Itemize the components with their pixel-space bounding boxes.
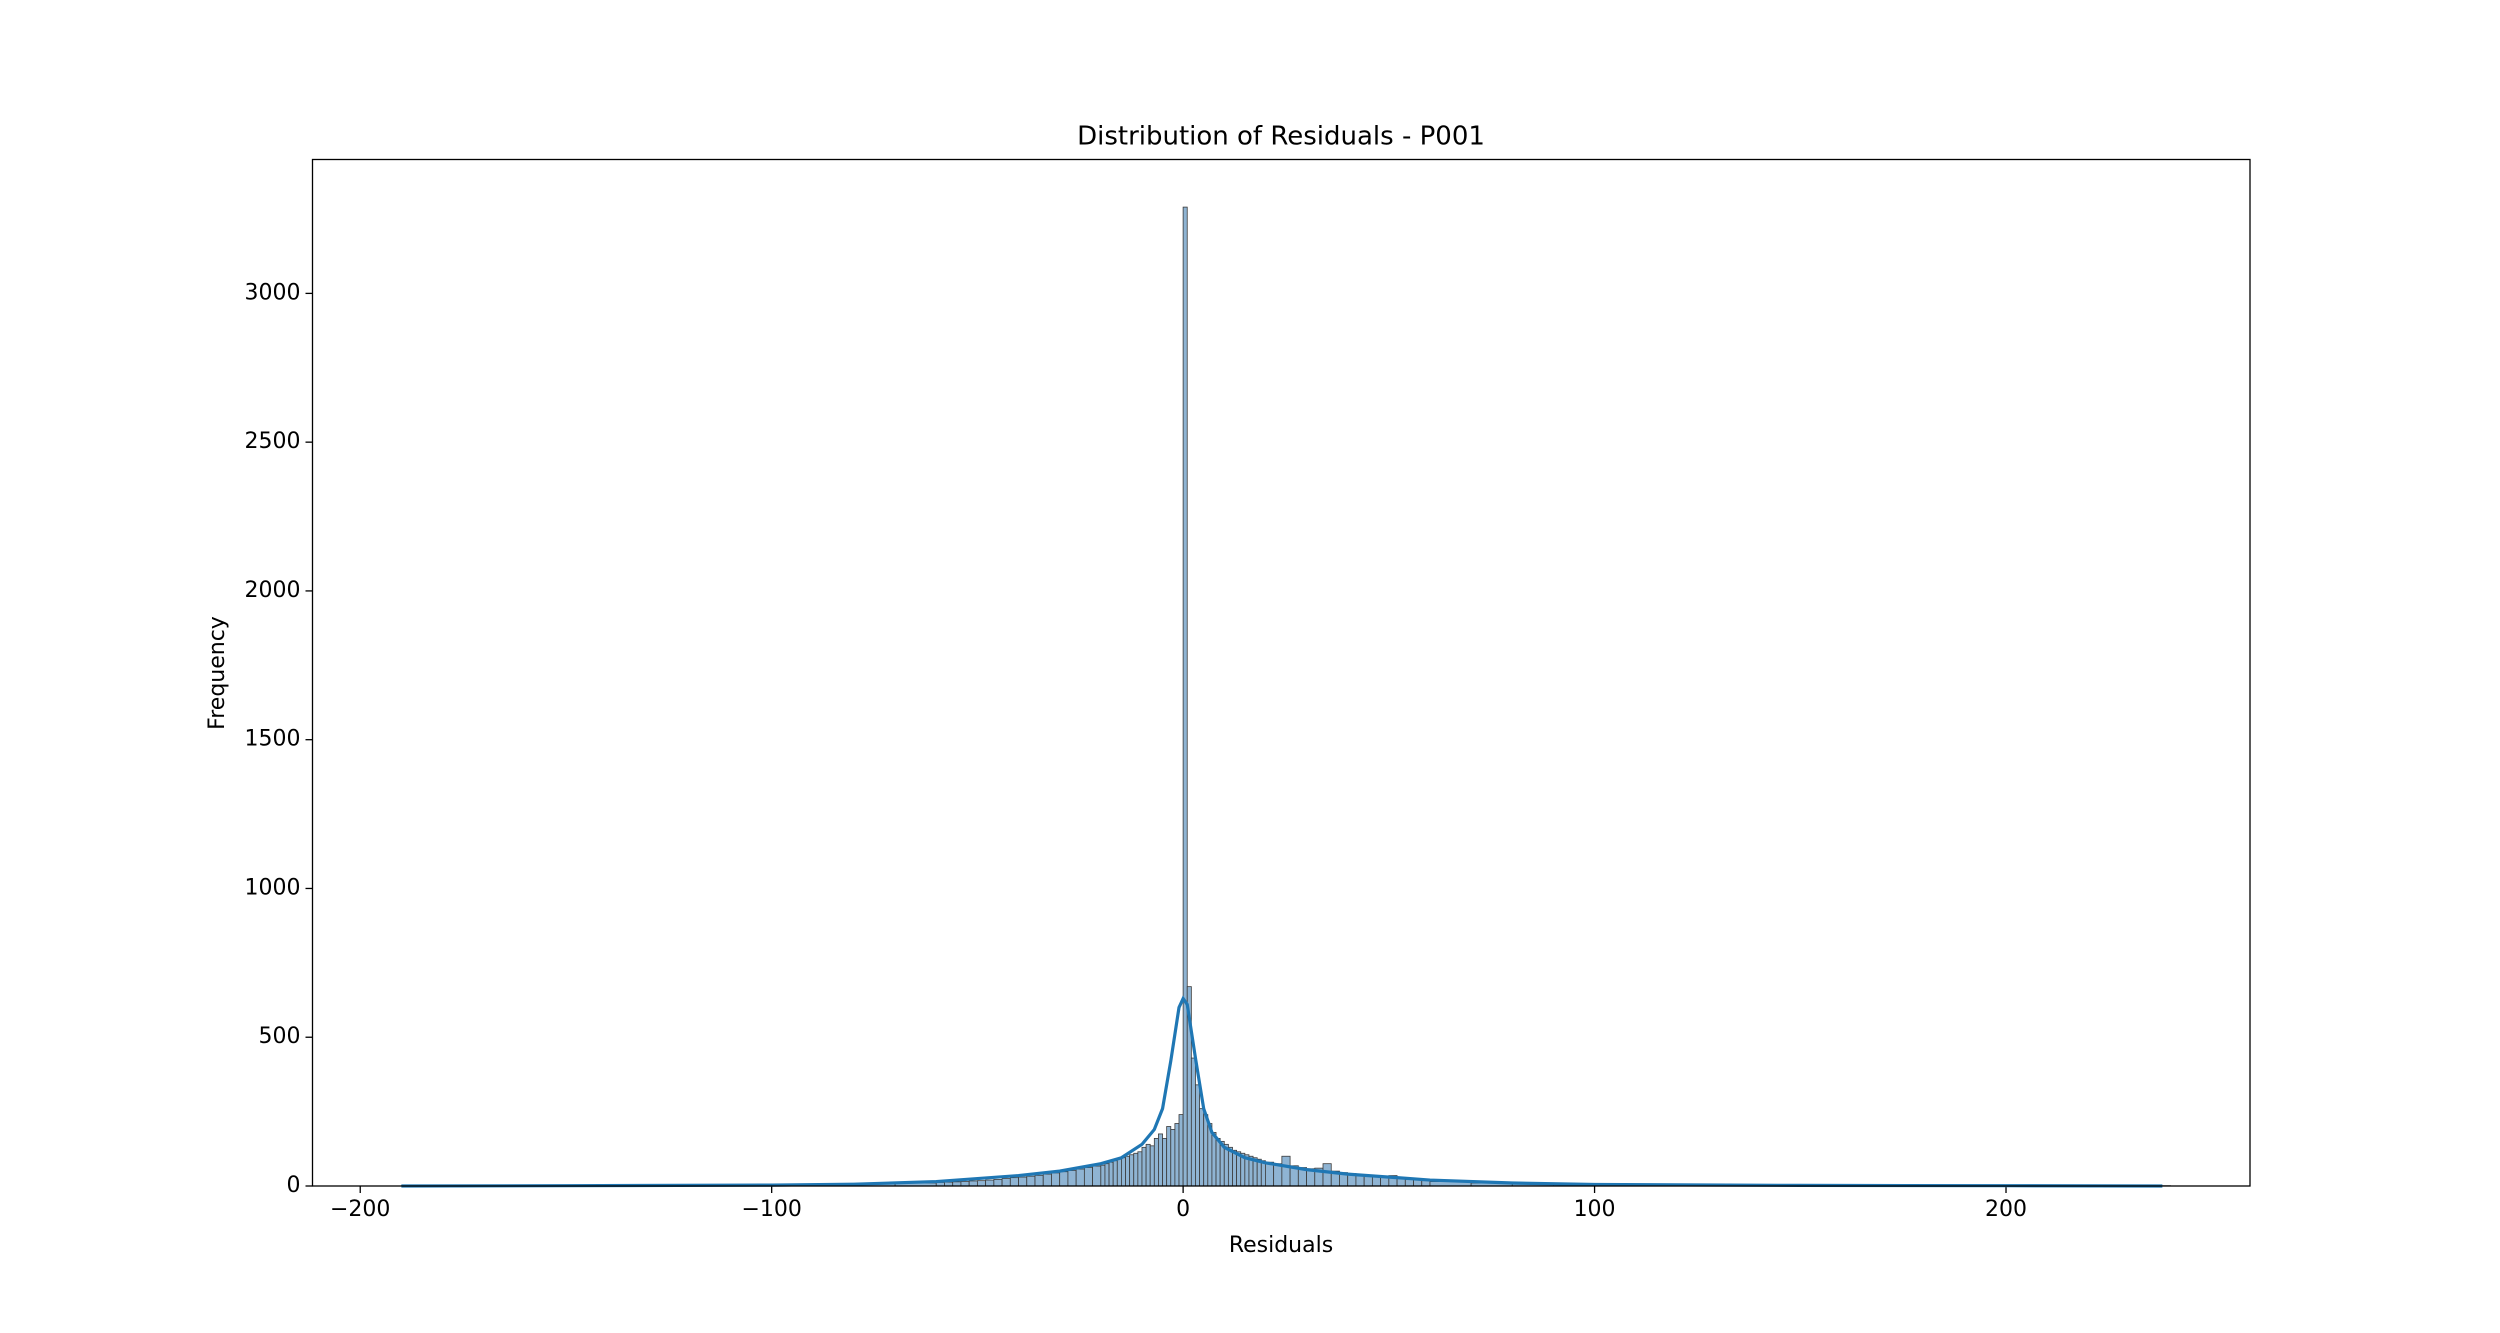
bar [1260,1160,1266,1187]
x-tick-label: 100 [1574,1197,1616,1222]
bar [1232,1149,1238,1187]
bar [1145,1143,1151,1187]
bar [960,1181,970,1187]
bar [1158,1133,1163,1187]
bar [976,1180,987,1187]
bar [1281,1155,1291,1187]
bar [1195,1084,1200,1187]
bar [1322,1163,1332,1187]
bar [1211,1132,1217,1187]
bar [1026,1175,1036,1187]
bar [1203,1114,1209,1187]
bar [1215,1137,1221,1187]
y-tick-label: 500 [259,1024,301,1049]
y-tick-label: 1500 [245,727,301,752]
bar [1129,1154,1135,1187]
kde-line [401,995,2163,1188]
bar [1227,1146,1233,1187]
bar [1018,1176,1028,1187]
bar [985,1179,995,1187]
bar [1116,1158,1122,1187]
bar [1051,1172,1061,1187]
bar [1153,1137,1159,1187]
bar [1166,1126,1172,1187]
bar [1059,1171,1069,1187]
x-tick-label: 200 [1985,1197,2027,1222]
bar [1001,1178,1011,1187]
bar [1174,1123,1180,1187]
bar [1273,1163,1283,1187]
x-axis-label: Residuals [1229,1233,1333,1258]
bar [1178,1114,1184,1187]
plot-frame [311,158,2251,1187]
chart-title: Distribution of Residuals - P001 [1077,122,1485,152]
bar [1108,1161,1114,1187]
bar [1075,1168,1085,1187]
bar [1199,1108,1205,1187]
y-tick-label: 1000 [245,875,301,900]
bar [1083,1167,1094,1187]
bar [1009,1177,1019,1187]
bar [1042,1173,1052,1187]
bar [1141,1146,1147,1187]
bar [1112,1160,1118,1187]
bar [1092,1165,1102,1187]
bar [1149,1145,1155,1187]
bar [1265,1161,1275,1187]
bar [1170,1129,1176,1187]
y-tick-label: 2500 [245,429,301,454]
bar [993,1179,1003,1187]
x-tick-label: −200 [330,1197,390,1222]
x-tick-label: 0 [1176,1197,1190,1222]
y-tick-label: 2000 [245,578,301,603]
bar [1162,1137,1168,1187]
bar [1067,1170,1077,1187]
bar [1133,1152,1139,1187]
bar [1125,1155,1131,1187]
bar [968,1180,978,1187]
bar [1034,1174,1044,1187]
bar [1404,1179,1414,1187]
bar [1100,1164,1106,1187]
x-tick-label: −100 [741,1197,801,1222]
y-tick-label: 3000 [245,280,301,305]
bar [1190,1057,1196,1187]
bar [1137,1151,1143,1187]
y-tick-label: 0 [287,1173,301,1198]
y-axis-label: Frequency [205,616,230,730]
bar [1121,1157,1126,1187]
bar [1104,1163,1110,1187]
bar [1182,206,1188,1187]
